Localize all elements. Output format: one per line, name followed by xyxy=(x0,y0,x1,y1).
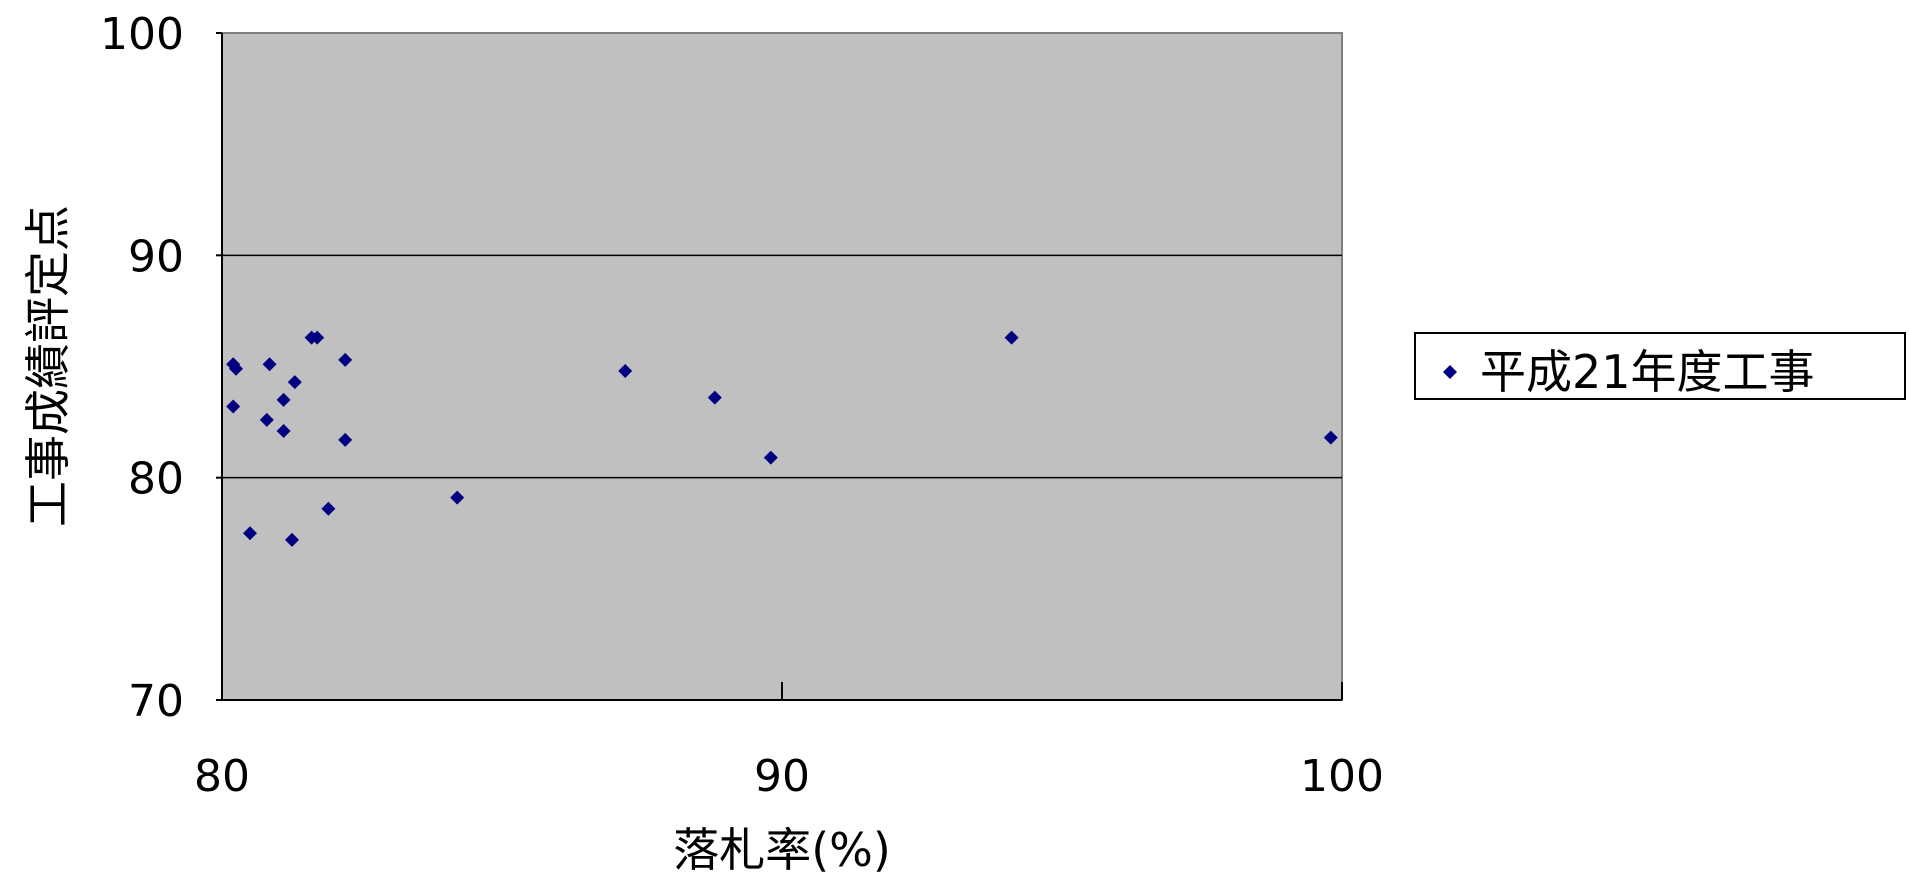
gridlines xyxy=(222,254,1342,479)
data-point xyxy=(310,330,325,345)
data-point xyxy=(1323,430,1338,445)
y-tick-label: 70 xyxy=(128,676,184,727)
y-tick-label: 80 xyxy=(128,454,184,505)
data-point xyxy=(618,363,633,378)
x-axis-title: 落札率(%) xyxy=(673,823,891,877)
data-point xyxy=(707,390,722,405)
x-tick-label: 80 xyxy=(194,751,250,802)
data-points xyxy=(226,330,1338,547)
data-point xyxy=(763,450,778,465)
data-point xyxy=(338,352,353,367)
y-tick-label: 90 xyxy=(128,231,184,282)
data-point xyxy=(287,375,302,390)
data-point xyxy=(338,432,353,447)
legend-label: 平成21年度工事 xyxy=(1480,345,1815,399)
legend-box xyxy=(1414,332,1906,400)
y-tick-label: 100 xyxy=(100,9,184,60)
data-point xyxy=(243,526,257,541)
data-point xyxy=(276,423,291,438)
data-point xyxy=(259,412,274,427)
y-axis-title: 工事成績評定点 xyxy=(21,205,75,527)
data-point xyxy=(450,490,465,505)
data-point xyxy=(1004,330,1019,345)
data-point xyxy=(285,532,299,547)
data-point xyxy=(276,392,291,407)
data-point xyxy=(262,357,277,372)
x-tick-label: 100 xyxy=(1300,751,1384,802)
data-point xyxy=(321,501,336,516)
plot-area xyxy=(221,32,1343,701)
legend: 平成21年度工事 xyxy=(1414,332,1906,400)
legend-marker xyxy=(1443,365,1457,379)
data-point xyxy=(229,361,243,376)
data-point xyxy=(226,399,241,414)
x-tick-label: 90 xyxy=(754,751,810,802)
